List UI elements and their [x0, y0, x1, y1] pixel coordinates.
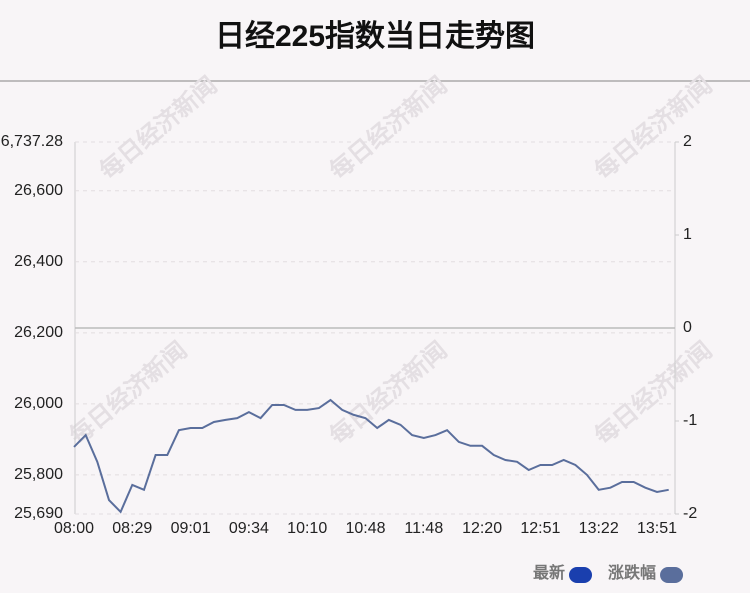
- legend-label: 最新: [533, 563, 565, 582]
- y-tick-label: 26,200: [14, 324, 63, 341]
- legend-label: 涨跌幅: [608, 563, 656, 582]
- x-tick-label: 12:51: [520, 520, 560, 537]
- chart-title: 日经225指数当日走势图: [215, 19, 535, 53]
- y2-tick-label: 2: [683, 133, 692, 150]
- x-tick-label: 10:10: [287, 520, 327, 537]
- y-tick-label: 26,400: [14, 253, 63, 270]
- y2-tick-label: -1: [683, 412, 697, 429]
- x-tick-label: 09:01: [171, 520, 211, 537]
- x-tick-label: 12:20: [462, 520, 502, 537]
- y2-tick-label: 0: [683, 319, 692, 336]
- y-tick-label: 26,000: [14, 395, 63, 412]
- price-line: [73, 398, 669, 514]
- y2-tick-label: 1: [683, 226, 692, 243]
- x-tick-label: 09:34: [229, 520, 269, 537]
- legend-swatch: [660, 567, 684, 583]
- legend-swatch: [569, 567, 593, 583]
- x-tick-label: 13:22: [579, 520, 619, 537]
- x-tick-label: 13:51: [637, 520, 677, 537]
- x-tick-label: 08:29: [112, 520, 152, 537]
- y-tick-label: 26,600: [14, 182, 63, 199]
- y-tick-label: 25,690: [14, 505, 63, 522]
- x-tick-label: 08:00: [54, 520, 94, 537]
- y-tick-label: 25,800: [14, 466, 63, 483]
- y-tick-label: 26,737.28: [0, 133, 63, 150]
- x-tick-label: 10:48: [345, 520, 385, 537]
- y2-tick-label: -2: [683, 505, 697, 522]
- x-tick-label: 11:48: [404, 520, 443, 537]
